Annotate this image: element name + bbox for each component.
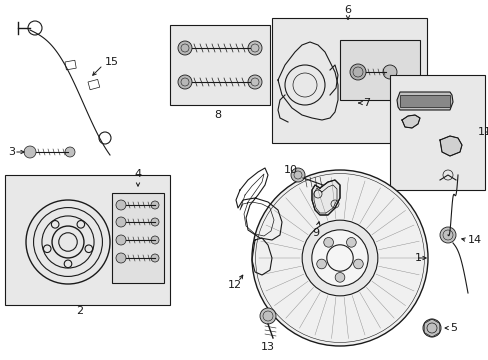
Circle shape [311,230,367,286]
Circle shape [116,253,126,263]
Text: 12: 12 [227,280,242,290]
Circle shape [251,170,427,346]
Text: 9: 9 [312,228,319,238]
Bar [339,40,419,100]
Circle shape [151,254,159,262]
Text: 7: 7 [362,98,369,108]
Circle shape [346,238,355,247]
Text: 2: 2 [76,306,83,316]
Circle shape [65,147,75,157]
Circle shape [316,259,326,269]
Circle shape [247,75,262,89]
Bar [271,18,426,143]
Circle shape [422,319,440,337]
Bar [170,25,269,105]
Bar [5,175,170,305]
Polygon shape [27,149,33,154]
Circle shape [151,218,159,226]
Bar [112,193,163,283]
Bar [65,60,76,70]
Text: 4: 4 [134,169,141,179]
Circle shape [178,41,192,55]
Polygon shape [401,115,419,128]
Circle shape [116,217,126,227]
Circle shape [349,64,365,80]
Text: 11: 11 [477,127,488,137]
Circle shape [323,238,333,247]
Polygon shape [396,92,452,110]
Text: 8: 8 [214,110,221,120]
Circle shape [439,227,455,243]
Circle shape [260,308,275,324]
Circle shape [116,235,126,245]
Text: 3: 3 [8,147,15,157]
Circle shape [334,273,344,282]
Bar [88,80,100,90]
Text: 5: 5 [449,323,456,333]
Polygon shape [311,180,339,215]
Circle shape [382,65,396,79]
Circle shape [178,75,192,89]
Circle shape [151,201,159,209]
Text: 13: 13 [261,342,274,352]
Circle shape [151,236,159,244]
Text: 10: 10 [284,165,297,175]
Circle shape [116,200,126,210]
Circle shape [290,168,305,182]
Circle shape [353,259,363,269]
Bar [399,95,449,107]
Circle shape [247,41,262,55]
Bar [389,75,484,190]
Polygon shape [439,136,461,156]
Text: 1: 1 [414,253,421,263]
Circle shape [302,220,377,296]
Circle shape [24,146,36,158]
Text: 15: 15 [105,57,119,67]
Text: 14: 14 [467,235,481,245]
Text: 6: 6 [344,5,351,15]
